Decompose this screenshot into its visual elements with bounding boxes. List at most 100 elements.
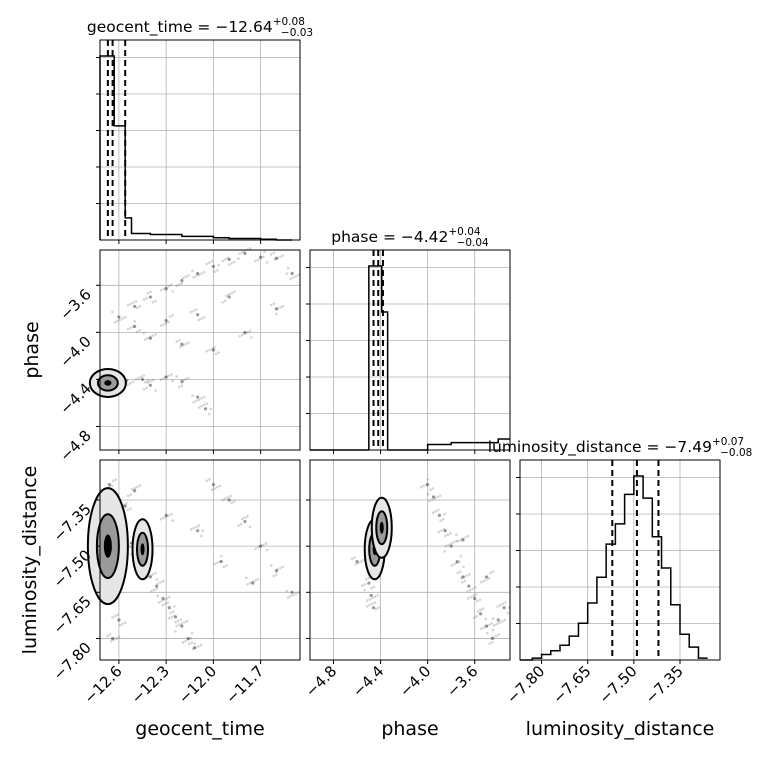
phase_vs_geocent_time-cloud-point: [137, 376, 140, 380]
phase-ytick-label-1: −4.4: [56, 380, 94, 418]
luminosity_distance_vs_geocent_time-cloud-point: [155, 578, 159, 581]
luminosity_distance_vs_phase-cloud-point: [478, 598, 482, 602]
luminosity_distance_vs_geocent_time-scatter-point: [274, 569, 278, 573]
luminosity_distance-xtick-label-0: −7.80: [503, 662, 548, 707]
phase_vs_geocent_time-cloud-point: [171, 290, 174, 293]
phase_vs_geocent_time-scatter-point: [133, 324, 137, 329]
phase_vs_geocent_time-cloud-point: [177, 385, 181, 389]
luminosity_distance_vs_phase-cloud-point: [475, 615, 478, 618]
luminosity_distance_vs_geocent_time-contour-inner: [136, 531, 150, 567]
luminosity_distance_vs_phase-cloud-point: [453, 562, 456, 566]
luminosity_distance-x-axis-label: luminosity_distance: [526, 718, 715, 740]
luminosity_distance_vs_phase-cloud-point: [487, 576, 491, 580]
phase_vs_geocent_time-cloud-point: [250, 336, 253, 339]
luminosity_distance_vs_geocent_time-cloud-point: [161, 579, 165, 583]
phase_vs_geocent_time-cloud-point: [265, 260, 269, 264]
luminosity_distance_vs_phase-cloud-point: [443, 550, 446, 553]
luminosity_distance_vs_geocent_time-cloud-point: [165, 597, 169, 600]
luminosity_distance_vs_phase-cloud-point: [468, 588, 472, 592]
luminosity_distance_vs_geocent_time-cloud-point: [248, 581, 252, 585]
luminosity_distance_vs_geocent_time-cloud-point: [189, 637, 193, 640]
phase_vs_geocent_time-cloud-point: [297, 273, 300, 277]
phase_vs_geocent_time-scatter-point: [203, 407, 208, 411]
luminosity_distance_vs_phase-cloud-point: [506, 611, 510, 615]
luminosity_distance_vs_phase-cloud-point: [449, 532, 452, 535]
phase_vs_geocent_time-scatter-point: [259, 255, 263, 259]
phase_vs_geocent_time-cloud-point: [248, 329, 252, 333]
phase_vs_geocent_time-cloud-point: [195, 274, 198, 278]
phase_vs_geocent_time-cloud-point: [210, 259, 214, 263]
phase_vs_geocent_time-cloud-point: [129, 381, 132, 385]
phase_vs_geocent_time-scatter-point: [180, 278, 184, 283]
phase_vs_geocent_time-scatter-point: [274, 256, 278, 260]
phase_vs_geocent_time-cloud-point: [134, 299, 138, 303]
phase_vs_geocent_time-density-core: [104, 380, 112, 386]
luminosity_distance_vs_geocent_time-cloud-point: [233, 500, 236, 503]
phase_vs_geocent_time-cloud-point: [281, 254, 285, 257]
luminosity_distance_vs_geocent_time-cloud-point: [221, 498, 224, 502]
phase_vs_geocent_time-cloud-point: [126, 303, 130, 307]
luminosity_distance_vs_geocent_time-cloud-point: [254, 547, 257, 551]
luminosity_distance_vs_phase-scatter-point: [367, 581, 371, 585]
luminosity_distance_vs_geocent_time-scatter-point: [211, 483, 215, 487]
luminosity_distance_vs_geocent_time-cloud-point: [115, 637, 118, 640]
phase_vs_geocent_time-cloud-point: [286, 267, 290, 270]
phase_vs_geocent_time-cloud-point: [138, 305, 142, 308]
luminosity_distance_vs_phase-cloud-point: [359, 560, 363, 563]
luminosity_distance_vs_geocent_time-cloud-point: [210, 488, 214, 492]
luminosity_distance_vs_geocent_time-cloud-point: [195, 525, 198, 529]
phase_vs_geocent_time-cloud-point: [230, 291, 234, 295]
luminosity_distance_vs_geocent_time-cloud-point: [171, 610, 175, 613]
luminosity_distance_vs_phase-cloud-point: [440, 529, 443, 533]
phase_vs_geocent_time-frame: [99, 249, 301, 451]
phase_vs_geocent_time-cloud-point: [214, 352, 218, 356]
phase_vs_geocent_time-cloud-point: [233, 260, 236, 264]
luminosity_distance_vs_geocent_time-scatter-point: [117, 618, 121, 622]
luminosity_distance_vs_geocent_time-scatter-point: [167, 606, 171, 610]
luminosity_distance_vs_phase-scatter-point: [461, 575, 465, 579]
luminosity_distance_vs_geocent_time-cloud-point: [175, 624, 178, 628]
luminosity_distance_vs_geocent_time-cloud-point: [218, 484, 222, 488]
luminosity_distance_vs_geocent_time-cloud-point: [138, 484, 142, 487]
phase_vs_geocent_time-cloud-point: [154, 389, 157, 392]
luminosity_distance_vs_geocent_time-cloud-point: [151, 573, 155, 576]
luminosity_distance_vs_geocent_time-cloud-point: [190, 641, 194, 644]
luminosity_distance_vs_geocent_time-cloud-point: [237, 524, 240, 527]
phase_vs_geocent_time-cloud-point: [195, 399, 198, 403]
phase_vs_geocent_time-cloud-point: [162, 287, 165, 291]
phase_vs_geocent_time-scatter-point: [227, 295, 231, 299]
phase_vs_geocent_time-cloud-point: [225, 294, 228, 298]
luminosity_distance_vs_geocent_time-cloud-point: [213, 487, 216, 490]
luminosity_distance_vs_phase-scatter-point: [473, 596, 477, 601]
phase_vs_geocent_time-cloud-point: [246, 331, 249, 334]
luminosity_distance_vs_geocent_time-density-core: [140, 543, 145, 556]
phase_vs_geocent_time-cloud-point: [142, 331, 146, 335]
phase-ytick-label-0: −4.8: [56, 427, 94, 465]
luminosity_distance_vs_geocent_time-cloud-point: [239, 522, 243, 526]
luminosity_distance_vs_geocent_time-cloud-point: [265, 548, 269, 552]
luminosity_distance_vs_phase-cloud-point: [449, 542, 453, 545]
luminosity_distance_vs_phase-cloud-point: [461, 580, 464, 584]
phase_vs_geocent_time-cloud-point: [221, 259, 224, 263]
luminosity_distance_vs_geocent_time-cloud-point: [152, 588, 156, 592]
luminosity_distance_vs_phase-scatter-point: [478, 612, 483, 616]
phase_vs_geocent_time-cloud-point: [177, 283, 181, 286]
phase_vs_geocent_time-cloud-point: [200, 397, 203, 400]
phase_vs_geocent_time-cloud-point: [205, 350, 209, 353]
luminosity_distance_vs_geocent_time-cloud-point: [187, 642, 191, 646]
luminosity_distance_vs_phase-cloud-point: [455, 539, 458, 543]
luminosity_distance_vs_geocent_time-cloud-point: [222, 565, 226, 569]
luminosity_distance_vs_geocent_time-scatter-point: [161, 596, 165, 601]
phase_vs_geocent_time-cloud-point: [217, 351, 220, 354]
luminosity_distance_vs_phase-cloud-point: [373, 601, 377, 604]
luminosity_distance_vs_phase-cloud-point: [458, 560, 461, 563]
luminosity_distance_vs_phase-cloud-point: [498, 603, 502, 607]
phase_vs_geocent_time-cloud-point: [269, 253, 273, 256]
phase_vs_geocent_time-scatter-point: [180, 342, 184, 346]
phase_vs_geocent_time-cloud-point: [118, 318, 122, 321]
geocent_time-xtick-label-2: −12.0: [175, 662, 220, 707]
phase_vs_geocent_time-cloud-point: [240, 333, 244, 337]
luminosity_distance-y-axis-label: luminosity_distance: [19, 466, 41, 655]
luminosity_distance_vs_geocent_time-cloud-point: [159, 517, 163, 521]
